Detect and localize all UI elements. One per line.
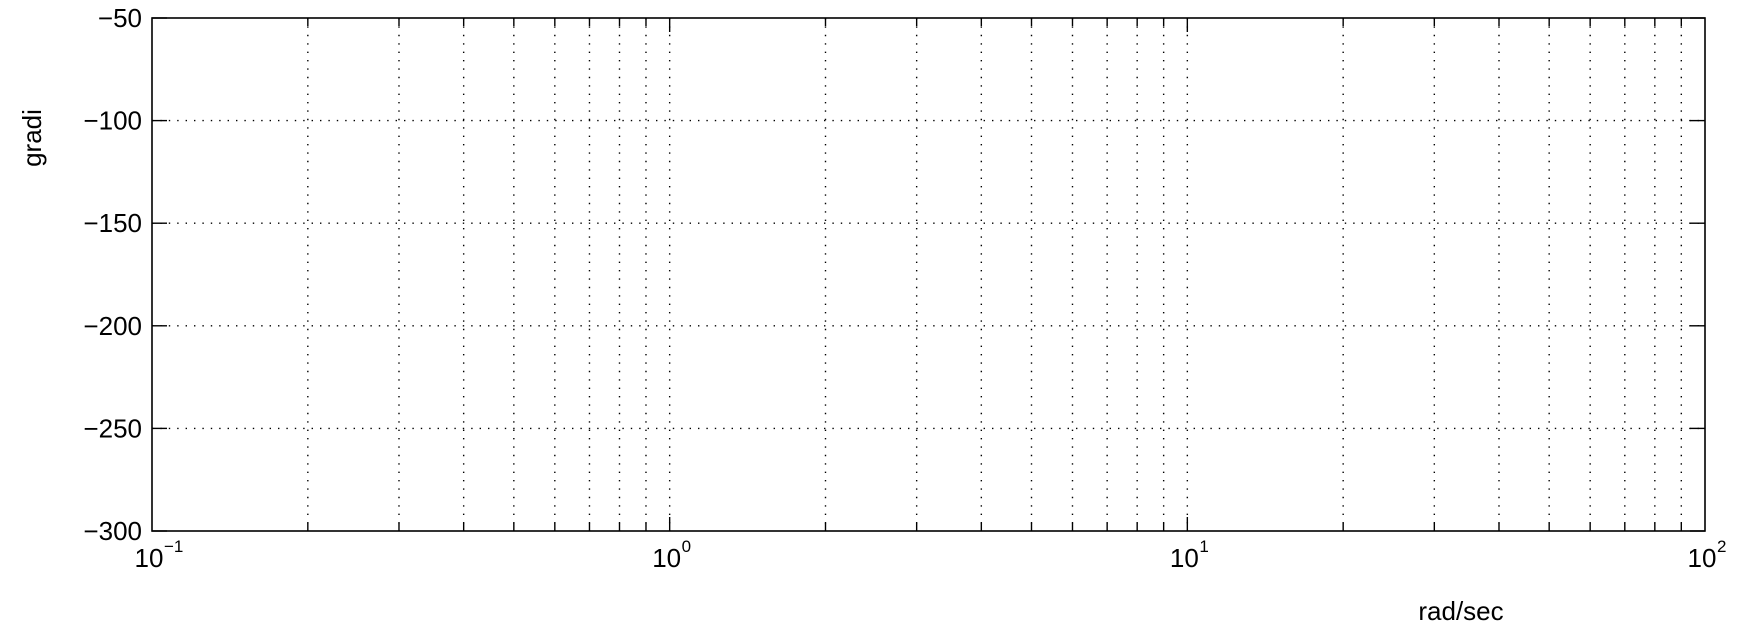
y-tick-label: −250 <box>83 413 142 443</box>
x-tick-exponent: 1 <box>1199 537 1208 556</box>
tick-marks <box>152 17 1705 532</box>
x-tick-base: 10 <box>1170 543 1199 573</box>
y-tick-labels: −50 −100 −150 −200 −250 −300 <box>83 3 142 546</box>
y-tick-label: −100 <box>83 106 142 136</box>
x-axis-label: rad/sec <box>1418 596 1503 626</box>
x-tick-labels: 10 −1 10 0 10 1 10 2 <box>135 537 1727 573</box>
y-tick-label: −150 <box>83 208 142 238</box>
x-tick-base: 10 <box>135 543 164 573</box>
y-tick-label: −300 <box>83 516 142 546</box>
x-tick-exponent: −1 <box>164 537 183 556</box>
x-tick-base: 10 <box>1688 543 1717 573</box>
x-tick-label: 10 −1 <box>135 537 184 573</box>
x-tick-label: 10 2 <box>1688 537 1727 573</box>
plot-frame <box>151 17 1706 532</box>
x-tick-label: 10 0 <box>652 537 691 573</box>
x-tick-exponent: 2 <box>1717 537 1726 556</box>
x-tick-exponent: 0 <box>682 537 691 556</box>
x-tick-label: 10 1 <box>1170 537 1209 573</box>
y-tick-label: −50 <box>98 3 142 33</box>
y-axis-label: gradi <box>17 109 47 167</box>
x-tick-base: 10 <box>652 543 681 573</box>
y-tick-label: −200 <box>83 311 142 341</box>
grid <box>152 18 1705 531</box>
